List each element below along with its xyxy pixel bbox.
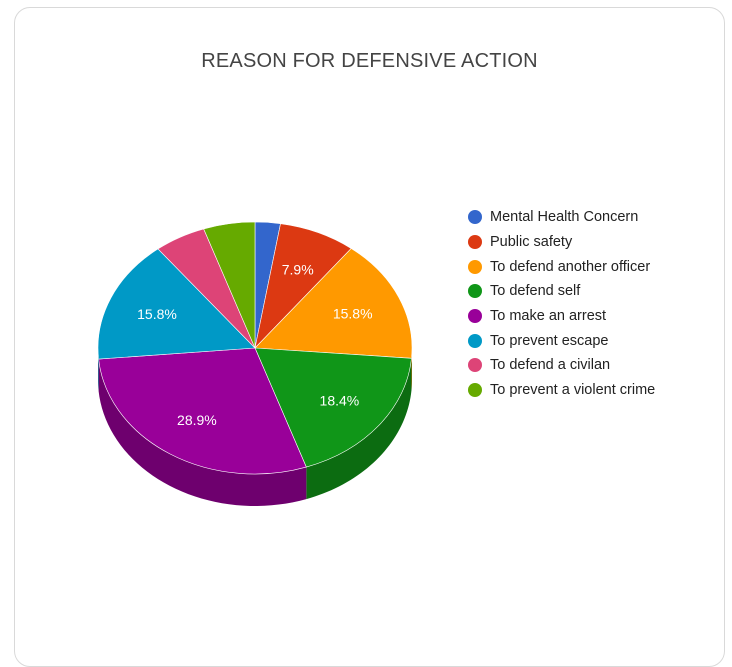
chart-legend: Mental Health Concern Public safety To def… bbox=[468, 205, 655, 403]
slice-label-to-prevent-escape: 15.8% bbox=[137, 306, 177, 322]
pie-slice-to-make-an-arrest[interactable] bbox=[98, 347, 307, 475]
legend-item-mental-health-concern[interactable]: Mental Health Concern bbox=[468, 205, 655, 230]
legend-swatch bbox=[468, 333, 482, 348]
legend-label: To prevent a violent crime bbox=[490, 382, 656, 399]
legend-swatch bbox=[468, 358, 482, 373]
pie-slice-to-defend-another-officer[interactable] bbox=[254, 248, 413, 359]
legend-label: To make an arrest bbox=[490, 308, 607, 325]
legend-swatch bbox=[468, 284, 482, 299]
pie-chart: 7.9% 15.8% 18.4% 28.9% 15.8% bbox=[97, 221, 413, 506]
legend-swatch bbox=[468, 210, 482, 225]
legend-swatch bbox=[468, 309, 482, 324]
legend-item-to-defend-a-civilan[interactable]: To defend a civilan bbox=[468, 353, 655, 378]
pie-slice-to-defend-self[interactable] bbox=[254, 347, 412, 468]
legend-item-to-defend-another-officer[interactable]: To defend another officer bbox=[468, 254, 655, 279]
legend-label: To defend a civilan bbox=[490, 357, 611, 374]
pie-side-to-make-an-arrest bbox=[98, 359, 307, 506]
legend-item-to-defend-self[interactable]: To defend self bbox=[468, 279, 655, 304]
legend-item-to-prevent-escape[interactable]: To prevent escape bbox=[468, 328, 655, 353]
slice-label-public-safety: 7.9% bbox=[282, 262, 314, 278]
legend-swatch bbox=[468, 383, 482, 398]
slice-label-to-defend-another-officer: 15.8% bbox=[333, 306, 373, 322]
slice-label-to-defend-self: 18.4% bbox=[320, 393, 360, 409]
pie-side-to-defend-self bbox=[306, 358, 412, 500]
pie-slice-to-prevent-escape[interactable] bbox=[97, 248, 256, 360]
legend-label: To prevent escape bbox=[490, 332, 609, 349]
legend-label: To defend self bbox=[490, 283, 581, 300]
chart-title: REASON FOR DEFENSIVE ACTION bbox=[201, 50, 538, 72]
legend-label: To defend another officer bbox=[490, 258, 651, 275]
legend-item-public-safety[interactable]: Public safety bbox=[468, 230, 655, 255]
legend-label: Mental Health Concern bbox=[490, 209, 639, 226]
legend-item-to-make-an-arrest[interactable]: To make an arrest bbox=[468, 304, 655, 329]
legend-item-to-prevent-a-violent-crime[interactable]: To prevent a violent crime bbox=[468, 378, 655, 403]
slice-label-to-make-an-arrest: 28.9% bbox=[177, 412, 217, 428]
legend-swatch bbox=[468, 235, 482, 250]
pie-slice-to-prevent-a-violent-crime[interactable] bbox=[203, 221, 256, 349]
legend-swatch bbox=[468, 259, 482, 274]
legend-label: Public safety bbox=[490, 234, 573, 251]
